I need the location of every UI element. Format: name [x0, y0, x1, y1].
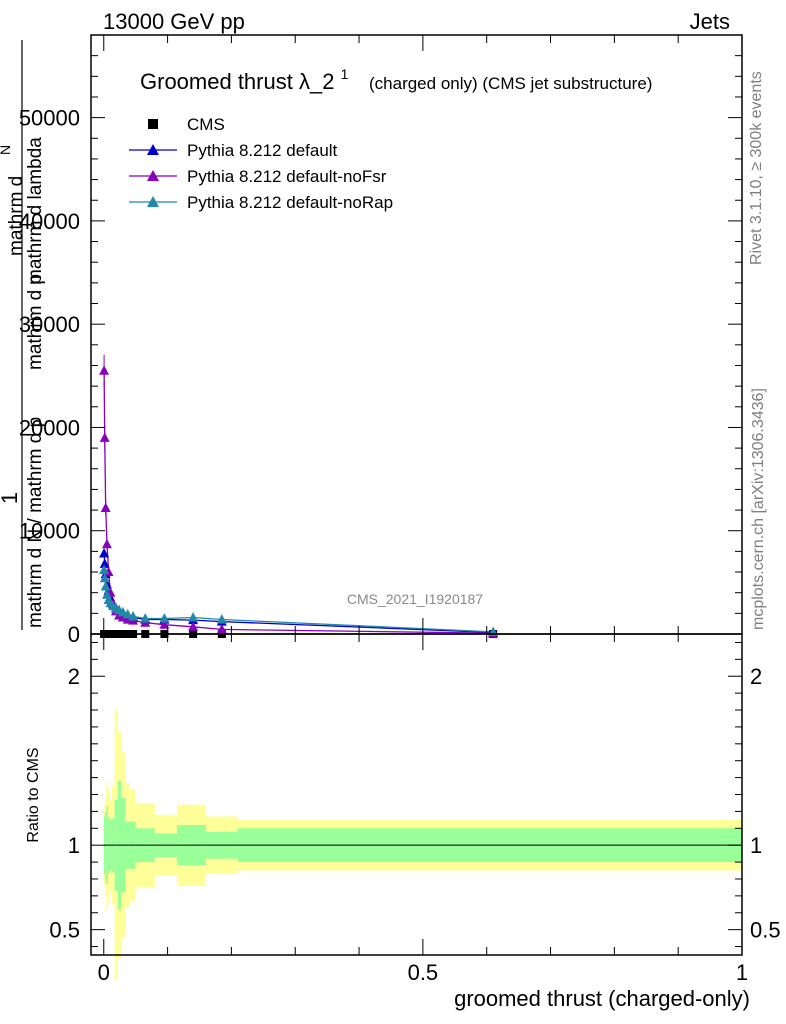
ratio-ytick-label-right: 0.5 — [750, 918, 781, 943]
data-point-series-3 — [100, 581, 111, 591]
legend-label: CMS — [187, 115, 225, 134]
data-point-series-3 — [216, 614, 227, 624]
ratio-ytick-label-left: 0.5 — [49, 918, 80, 943]
data-point-series-3 — [140, 613, 151, 623]
data-point-series-3 — [128, 611, 139, 621]
legend-marker-square — [148, 119, 158, 129]
main-y-label: 1 mathrm d N / mathrm d p mathrm d N mat… — [0, 40, 46, 630]
ratio-y-label: Ratio to CMS — [25, 747, 42, 842]
main-ytick-label: 40000 — [19, 209, 80, 234]
data-point-series-3 — [188, 612, 199, 622]
main-ytick-label: 10000 — [19, 519, 80, 544]
ratio-xtick-label: 0 — [98, 960, 110, 985]
data-point-series-3 — [99, 572, 110, 583]
legend-entry-2: Pythia 8.212 default-noFsr — [129, 167, 387, 186]
data-point-series-3 — [99, 564, 110, 575]
data-point-series-2 — [99, 432, 110, 442]
ratio-xtick-label: 1 — [736, 960, 748, 985]
data-point-series-2 — [100, 502, 111, 513]
data-point-series-1 — [99, 558, 110, 568]
legend-label: Pythia 8.212 default-noRap — [187, 193, 393, 212]
y-label-line-1: 1 — [0, 492, 22, 504]
data-point-series-2 — [188, 621, 199, 631]
data-point-series-2 — [216, 623, 227, 634]
legend-marker-triangle — [147, 196, 159, 207]
ratio-ytick-label-left: 2 — [68, 664, 80, 689]
ratio-xtick-label: 0.5 — [408, 960, 439, 985]
y-label-line-2: mathrm d N / mathrm d p — [25, 417, 46, 628]
data-point-series-2 — [99, 365, 110, 375]
data-point-series-3 — [122, 608, 133, 619]
y-label-line-5: mathrm d p — [25, 274, 46, 370]
main-ytick-label: 30000 — [19, 312, 80, 337]
legend-marker-triangle — [147, 144, 159, 155]
mcplots-label: mcplots.cern.ch [arXiv:1306.3436] — [750, 388, 767, 630]
chart-title-main: Groomed thrust — [140, 69, 293, 94]
ratio-ytick-label-right: 1 — [750, 833, 762, 858]
ratio-ytick-label-left: 1 — [68, 833, 80, 858]
legend-label: Pythia 8.212 default-noFsr — [187, 167, 387, 186]
legend-marker-triangle — [147, 170, 159, 181]
chart-subtitle: (charged only) (CMS jet substructure) — [369, 74, 652, 93]
chart-title-sup: 1 — [341, 66, 349, 82]
ratio-plot-panel: 0.5 0.51 12 20 0.5 1 — [49, 633, 781, 985]
data-point-series-2 — [102, 538, 112, 549]
main-ytick-label: 50000 — [19, 106, 80, 131]
main-ytick-label: 0 — [68, 622, 80, 647]
main-axis-ticks: 0 10000 20000 30000 40000 50000 — [19, 34, 743, 647]
legend: CMS Pythia 8.212 default Pythia 8.212 defa… — [129, 115, 393, 212]
main-plot-panel: 0 10000 20000 30000 40000 50000 — [19, 34, 743, 647]
y-label-line-6: mathrm d lambda — [25, 137, 46, 285]
x-axis-label: groomed thrust (charged-only) — [454, 986, 750, 1011]
main-ytick-label: 20000 — [19, 415, 80, 440]
legend-label: Pythia 8.212 default — [187, 141, 338, 160]
ratio-ytick-label-right: 2 — [750, 664, 762, 689]
ratio-frame — [90, 633, 743, 956]
data-point-series-3 — [159, 613, 170, 623]
header-energy-label: 13000 GeV pp — [103, 9, 245, 34]
legend-entry-3: Pythia 8.212 default-noRap — [129, 193, 393, 212]
legend-entry-0: CMS — [148, 115, 225, 134]
rivet-label: Rivet 3.1.10, ≥ 300k events — [748, 71, 765, 265]
y-label-line-4: N — [0, 145, 13, 155]
data-point-series-2 — [159, 619, 170, 629]
chart-title: Groomed thrust λ_2 1 — [140, 66, 349, 94]
chart-title-symbol: λ_2 — [299, 69, 334, 94]
header-category-label: Jets — [690, 9, 730, 34]
data-point-series-1 — [99, 548, 110, 558]
ratio-axis-ticks: 0.5 0.51 12 20 0.5 1 — [49, 634, 781, 985]
legend-entry-1: Pythia 8.212 default — [129, 141, 338, 160]
y-label-line-3: mathrm d — [6, 176, 27, 256]
analysis-watermark: CMS_2021_I1920187 — [347, 591, 483, 607]
